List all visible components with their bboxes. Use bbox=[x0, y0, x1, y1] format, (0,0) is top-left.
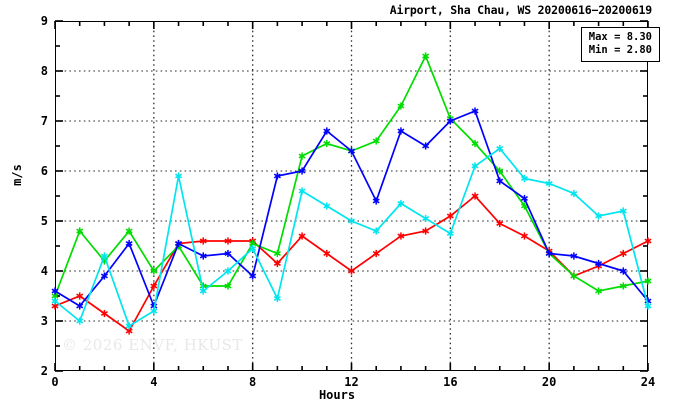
x-tick-label: 20 bbox=[541, 375, 557, 389]
x-tick-label: 12 bbox=[344, 375, 359, 389]
x-tick-label: 4 bbox=[150, 375, 158, 389]
x-axis-label: Hours bbox=[318, 388, 356, 402]
legend-box: Max = 8.30 Min = 2.80 bbox=[580, 27, 660, 63]
y-tick-label: 8 bbox=[40, 64, 48, 78]
plot-area bbox=[55, 21, 648, 371]
x-tick-label: 24 bbox=[640, 375, 656, 389]
y-tick-label: 6 bbox=[40, 164, 48, 178]
chart-title: Airport, Sha Chau, WS 20200616−20200619 bbox=[389, 3, 652, 17]
watermark: © 2026 ENVF, HKUST bbox=[62, 336, 243, 354]
y-tick-label: 9 bbox=[40, 14, 48, 28]
x-tick-label: 16 bbox=[443, 375, 458, 389]
legend-max-label: Max = 8.30 bbox=[588, 31, 652, 43]
x-tick-label: 0 bbox=[51, 375, 59, 389]
legend-min-label: Min = 2.80 bbox=[588, 44, 652, 57]
y-tick-label: 3 bbox=[40, 314, 48, 328]
y-tick-label: 2 bbox=[40, 364, 48, 378]
y-tick-label: 7 bbox=[40, 114, 48, 128]
y-tick-label: 5 bbox=[40, 214, 48, 228]
x-tick-label: 8 bbox=[249, 375, 257, 389]
y-tick-label: 4 bbox=[40, 264, 48, 278]
